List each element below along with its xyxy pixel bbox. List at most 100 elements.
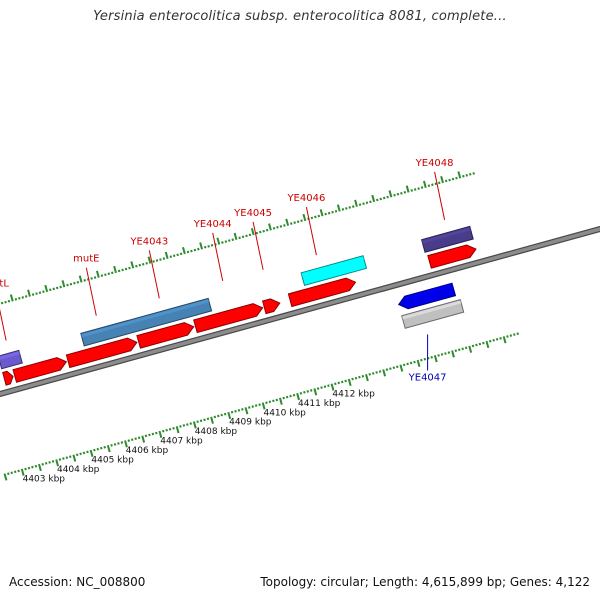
inner-minor-tick (179, 425, 182, 428)
cds-fwd-3-body[interactable] (65, 337, 138, 369)
outer-major-tick (9, 294, 14, 302)
cds-fwd-4-label[interactable]: YE4043 (129, 236, 168, 247)
kbp-label: 4403 kbp (23, 475, 66, 485)
inner-minor-tick (34, 464, 38, 468)
inner-minor-tick (254, 404, 258, 407)
outer-minor-tick (207, 244, 210, 248)
gene-fwd-2[interactable] (80, 297, 213, 347)
inner-minor-tick (358, 375, 361, 379)
cds-fwd-6-label[interactable]: YE4045 (233, 208, 272, 219)
outer-minor-tick (472, 172, 475, 175)
gene-fwd-1[interactable] (0, 349, 23, 370)
outer-minor-tick (265, 228, 269, 232)
outer-minor-tick (262, 229, 265, 233)
gene-fwd-3[interactable] (300, 255, 368, 287)
cds-fwd-6[interactable] (261, 298, 281, 315)
cds-fwd-4[interactable] (136, 322, 195, 349)
gene-fwd-1-leader (0, 308, 7, 341)
cds-fwd-5-body[interactable] (193, 303, 264, 334)
inner-minor-tick (378, 370, 382, 373)
inner-major-tick (485, 340, 490, 349)
outer-minor-tick (413, 188, 417, 191)
kbp-label: 4407 kbp (160, 437, 203, 447)
inner-minor-tick (155, 431, 158, 435)
kbp-label: 4404 kbp (57, 465, 100, 475)
inner-minor-tick (461, 347, 464, 351)
outer-minor-tick (83, 279, 86, 282)
cds-fwd-5[interactable] (193, 303, 264, 334)
cds-fwd-6-body[interactable] (261, 298, 281, 315)
gene-fwd-4-label[interactable]: YE4048 (415, 158, 454, 169)
cds-fwd-7[interactable] (287, 277, 357, 308)
outer-major-tick (457, 171, 462, 179)
outer-major-tick (199, 242, 204, 250)
topology-summary: Topology: circular; Length: 4,615,899 bp… (260, 575, 590, 589)
cds-fwd-1[interactable] (2, 370, 14, 386)
outer-minor-tick (145, 262, 148, 265)
outer-minor-tick (327, 211, 331, 215)
inner-minor-tick (186, 423, 189, 426)
cds-fwd-2[interactable] (12, 357, 68, 383)
inner-minor-tick (482, 341, 485, 345)
gene-fwd-4-leader (434, 171, 446, 221)
cds-fwd-8[interactable] (427, 244, 477, 269)
inner-minor-tick (316, 387, 320, 390)
inner-minor-tick (213, 415, 217, 419)
cds-fwd-6-highlight (262, 299, 272, 305)
inner-major-tick (20, 468, 25, 476)
cds-fwd-3-highlight (66, 339, 129, 359)
cds-fwd-4-body[interactable] (136, 322, 195, 349)
inner-minor-tick (361, 374, 365, 378)
inner-minor-tick (475, 343, 478, 347)
cds-fwd-7-label[interactable]: YE4046 (286, 193, 325, 204)
outer-minor-tick (451, 177, 455, 181)
gene-fwd-3-highlight (301, 256, 365, 277)
outer-minor-tick (231, 238, 234, 241)
cds-fwd-5-label[interactable]: YE4044 (193, 219, 232, 230)
cds-fwd-7-body[interactable] (287, 277, 357, 308)
outer-minor-tick (444, 179, 448, 183)
gene-rev-1[interactable] (401, 298, 465, 329)
inner-major-tick (124, 440, 128, 448)
outer-minor-tick (341, 208, 345, 211)
cds-fwd-2-body[interactable] (12, 357, 68, 383)
inner-minor-tick (165, 428, 168, 432)
cds-fwd-8-body[interactable] (427, 244, 477, 269)
outer-minor-tick (128, 266, 131, 270)
inner-minor-tick (189, 422, 193, 425)
outer-minor-tick (104, 273, 107, 277)
outer-major-tick (27, 289, 31, 297)
outer-minor-tick (289, 222, 293, 225)
outer-minor-tick (73, 281, 76, 285)
cds-rev-1[interactable] (397, 282, 457, 310)
gene-fwd-4[interactable] (420, 225, 474, 253)
cds-fwd-3-label[interactable]: mutE (73, 254, 99, 265)
inner-minor-tick (99, 446, 103, 450)
cds-fwd-2-highlight (13, 358, 59, 374)
inner-minor-tick (337, 381, 341, 385)
outer-minor-tick (186, 250, 190, 254)
cds-rev-1-label[interactable]: YE4047 (408, 373, 447, 384)
inner-minor-tick (161, 429, 165, 433)
inner-major-tick (261, 402, 266, 410)
outer-minor-tick (193, 248, 197, 252)
gene-fwd-1-label[interactable]: mutL (0, 279, 9, 290)
inner-minor-tick (248, 406, 251, 409)
cds-fwd-3[interactable] (65, 337, 138, 369)
outer-minor-tick (76, 280, 80, 284)
inner-minor-tick (492, 338, 495, 342)
inner-minor-tick (303, 391, 306, 394)
inner-major-tick (175, 426, 180, 434)
inner-minor-tick (344, 379, 347, 383)
outer-major-tick (405, 185, 410, 193)
outer-minor-tick (296, 220, 300, 224)
outer-major-tick (130, 261, 135, 269)
outer-minor-tick (382, 196, 386, 200)
inner-minor-tick (447, 351, 451, 354)
outer-minor-tick (210, 244, 214, 247)
inner-minor-tick (282, 396, 285, 400)
outer-minor-tick (138, 263, 142, 267)
cds-fwd-5-highlight (194, 304, 255, 324)
